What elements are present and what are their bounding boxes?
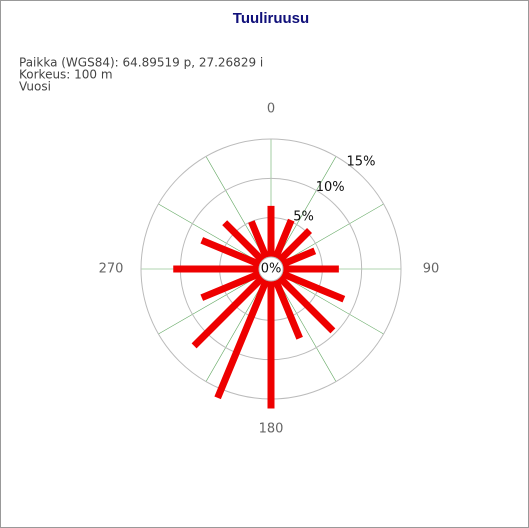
bar	[214, 278, 270, 400]
bar	[277, 275, 336, 334]
spoke	[205, 156, 266, 259]
bar	[277, 228, 312, 263]
y-tick-label: 15%	[347, 154, 376, 169]
angle-label: 90	[423, 262, 440, 277]
spoke	[276, 279, 337, 382]
spoke	[281, 203, 384, 264]
angle-label: 180	[259, 422, 284, 437]
bar	[280, 247, 317, 268]
info-line: Vuosi	[19, 80, 51, 94]
center-hole	[258, 256, 284, 282]
y-tick-label: 10%	[316, 180, 345, 195]
bar	[272, 218, 295, 260]
spoke	[276, 156, 337, 259]
chart-title: Tuuliruusu	[233, 10, 309, 27]
spoke	[281, 274, 384, 335]
bar	[280, 270, 346, 303]
bar	[222, 220, 265, 263]
info: Paikka (WGS84): 64.89519 p, 27.26829 i K…	[19, 56, 263, 94]
bar	[191, 275, 265, 349]
angle-label: 270	[99, 262, 124, 277]
y-tick-label: 0%	[261, 262, 282, 277]
spoke	[205, 279, 266, 382]
info-line: Paikka (WGS84): 64.89519 p, 27.26829 i	[19, 56, 263, 70]
y-tick-label: 5%	[293, 209, 314, 224]
angle-label: 0	[267, 102, 275, 117]
info-line: Korkeus: 100 m	[19, 68, 113, 82]
spoke	[158, 203, 261, 264]
spoke	[158, 274, 261, 335]
bar	[200, 237, 262, 268]
bar	[248, 220, 270, 260]
bar	[272, 278, 303, 340]
bar	[200, 270, 262, 301]
